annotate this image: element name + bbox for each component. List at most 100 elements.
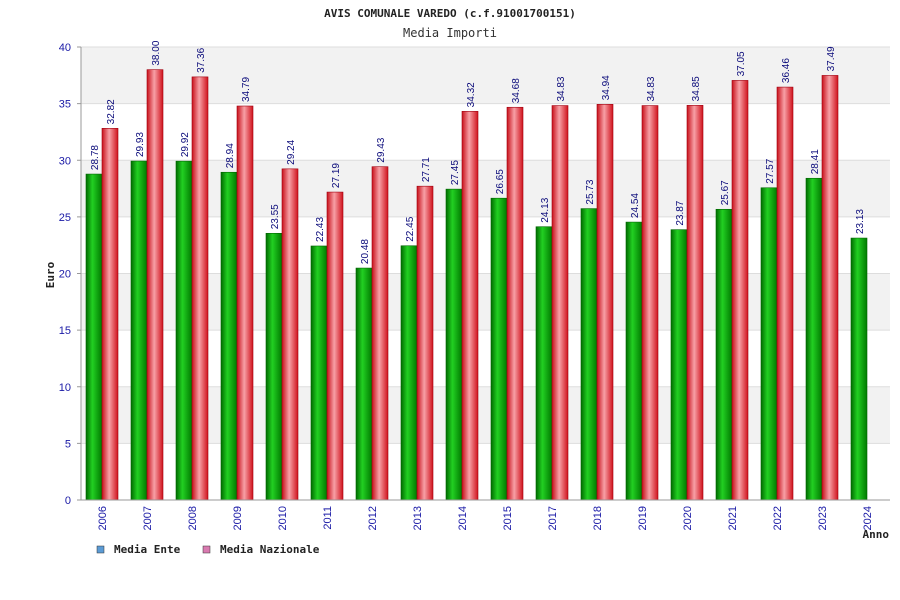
- bar-media-ente-2009: [220, 171, 238, 501]
- bar-media-ente-2021: [715, 208, 733, 501]
- legend: Media Ente Media Nazionale: [96, 543, 320, 556]
- plot-band: [81, 330, 890, 387]
- plot-band: [81, 443, 890, 500]
- legend-swatch-media-nazionale: [202, 545, 211, 554]
- value-label-media-ente-2020: 23.87: [675, 200, 686, 225]
- value-label-media-nazionale-2017: 34.83: [556, 76, 567, 101]
- value-label-media-nazionale-2020: 34.85: [691, 76, 702, 101]
- value-label-media-nazionale-2015: 34.68: [511, 78, 522, 103]
- bar-media-nazionale-2022: [776, 86, 794, 501]
- x-tick-label-2013: 2013: [412, 506, 424, 530]
- bar-media-ente-2024: [850, 237, 868, 501]
- legend-label-media-ente: Media Ente: [114, 543, 181, 556]
- value-label-media-ente-2012: 20.48: [360, 239, 371, 264]
- x-tick-label-2015: 2015: [502, 506, 514, 530]
- value-label-media-ente-2023: 28.41: [810, 149, 821, 174]
- bar-media-nazionale-2021: [731, 80, 749, 501]
- plot-band: [81, 216, 890, 274]
- bar-media-ente-2018: [580, 208, 598, 501]
- value-label-media-nazionale-2007: 38.00: [151, 40, 162, 65]
- x-tick-label-2019: 2019: [637, 506, 649, 530]
- bar-media-ente-2010: [265, 232, 283, 501]
- value-label-media-nazionale-2013: 27.71: [421, 157, 432, 182]
- value-label-media-nazionale-2010: 29.24: [286, 139, 297, 164]
- plot-band: [81, 47, 890, 104]
- bar-media-ente-2006: [85, 173, 103, 501]
- bar-media-ente-2017: [535, 226, 553, 501]
- plot-band: [81, 103, 890, 161]
- bar-media-ente-2022: [760, 187, 778, 501]
- bar-media-nazionale-2019: [641, 105, 659, 501]
- x-tick-label-2023: 2023: [817, 506, 829, 530]
- value-label-media-ente-2007: 29.93: [135, 132, 146, 157]
- value-label-media-nazionale-2009: 34.79: [241, 77, 252, 102]
- x-tick-label-2021: 2021: [727, 506, 739, 530]
- value-label-media-nazionale-2012: 29.43: [376, 137, 387, 162]
- x-axis-ticks: 2006 2007 2008 2009 2010 2011 2012 2013 2014 2015…: [97, 506, 874, 530]
- y-tick-label: 40: [59, 42, 71, 54]
- y-axis-label: Euro: [44, 261, 57, 288]
- y-tick-label: 30: [59, 155, 71, 167]
- value-label-media-ente-2009: 28.94: [225, 143, 236, 168]
- bar-media-nazionale-2012: [371, 166, 389, 501]
- value-label-media-ente-2008: 29.92: [180, 132, 191, 157]
- value-label-media-ente-2019: 24.54: [630, 193, 641, 218]
- y-tick-label: 15: [59, 325, 71, 337]
- value-label-media-nazionale-2023: 37.49: [826, 46, 837, 71]
- value-label-media-nazionale-2011: 27.19: [331, 163, 342, 188]
- x-tick-label-2011: 2011: [322, 506, 334, 530]
- y-tick-label: 25: [59, 212, 71, 224]
- value-label-media-ente-2014: 27.45: [450, 160, 461, 185]
- x-tick-label-2006: 2006: [97, 506, 109, 530]
- bar-media-ente-2013: [400, 245, 418, 501]
- x-tick-label-2020: 2020: [682, 506, 694, 530]
- bar-media-nazionale-2014: [461, 111, 479, 501]
- value-label-media-nazionale-2019: 34.83: [646, 76, 657, 101]
- bar-media-nazionale-2007: [146, 69, 164, 501]
- chart-subtitle: Media Importi: [403, 26, 497, 40]
- value-label-media-nazionale-2021: 37.05: [736, 51, 747, 76]
- value-label-media-ente-2006: 28.78: [90, 145, 101, 170]
- bar-media-nazionale-2020: [686, 105, 704, 501]
- x-tick-label-2017: 2017: [547, 506, 559, 530]
- x-tick-label-2010: 2010: [277, 506, 289, 530]
- bar-media-ente-2008: [175, 160, 193, 501]
- bar-media-ente-2023: [805, 177, 823, 501]
- chart-title: AVIS COMUNALE VAREDO (c.f.91001700151): [324, 7, 576, 20]
- x-tick-label-2014: 2014: [457, 506, 469, 530]
- bar-media-nazionale-2011: [326, 191, 344, 501]
- x-tick-label-2024: 2024: [862, 506, 874, 530]
- bar-media-nazionale-2010: [281, 168, 299, 501]
- value-label-media-nazionale-2022: 36.46: [781, 58, 792, 83]
- plot-band: [81, 273, 890, 331]
- value-label-media-nazionale-2018: 34.94: [601, 75, 612, 100]
- bar-media-nazionale-2013: [416, 185, 434, 501]
- value-label-media-ente-2022: 27.57: [765, 158, 776, 183]
- value-label-media-ente-2013: 22.45: [405, 216, 416, 241]
- value-label-media-ente-2011: 22.43: [315, 217, 326, 242]
- bar-media-ente-2015: [490, 197, 508, 501]
- value-labels: 28.78 32.82 29.93 38.00 29.92 37.36 28.94 34.79…: [90, 40, 866, 264]
- bar-media-nazionale-2015: [506, 106, 524, 501]
- value-label-media-ente-2017: 24.13: [540, 197, 551, 222]
- x-tick-label-2008: 2008: [187, 506, 199, 530]
- x-tick-label-2009: 2009: [232, 506, 244, 530]
- value-label-media-ente-2024: 23.13: [855, 209, 866, 234]
- legend-label-media-nazionale: Media Nazionale: [220, 543, 320, 556]
- y-tick-label: 35: [59, 99, 71, 111]
- value-label-media-ente-2010: 23.55: [270, 204, 281, 229]
- plot-band: [81, 386, 890, 444]
- legend-swatch-media-ente: [96, 545, 105, 554]
- plot-band: [81, 160, 890, 217]
- x-tick-label-2018: 2018: [592, 506, 604, 530]
- bar-media-nazionale-2006: [101, 128, 119, 501]
- bar-media-ente-2020: [670, 229, 688, 501]
- y-tick-label: 0: [65, 495, 71, 507]
- bar-media-nazionale-2009: [236, 105, 254, 501]
- value-label-media-ente-2018: 25.73: [585, 179, 596, 204]
- bar-media-ente-2012: [355, 267, 373, 501]
- y-axis-ticks: 0 5 10 15 20 25 30 35 40: [59, 42, 81, 507]
- y-tick-label: 20: [59, 269, 71, 281]
- value-label-media-nazionale-2014: 34.32: [466, 82, 477, 107]
